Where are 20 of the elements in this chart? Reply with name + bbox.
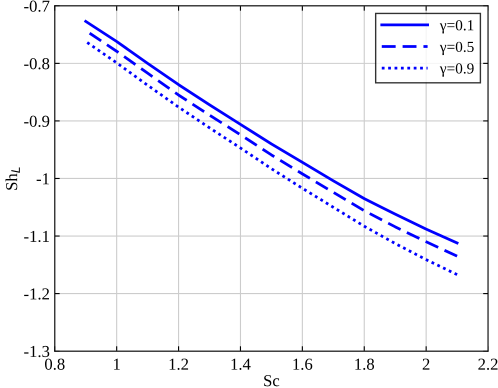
x-tick-label: 1.6 (293, 358, 312, 370)
y-tick-label: -1.1 (24, 230, 49, 242)
x-tick-label: 1.4 (232, 358, 251, 370)
y-tick-label: -0.8 (24, 58, 50, 70)
x-tick-label: 2 (422, 358, 430, 370)
legend-label: γ=0.5 (440, 42, 474, 56)
x-tick-label: 1.2 (170, 358, 188, 370)
y-tick-label: -0.9 (24, 116, 50, 127)
x-tick-label: 1.8 (355, 358, 374, 370)
y-tick-label: -0.7 (24, 0, 50, 12)
legend-label: γ=0.9 (440, 63, 474, 77)
y-tick-label: -1 (36, 173, 49, 184)
x-tick-label: 2.2 (478, 358, 498, 370)
legend-label: γ=0.1 (440, 20, 474, 34)
x-tick-label: 0.8 (45, 358, 65, 370)
y-tick-label: -1.3 (24, 346, 50, 358)
x-axis-title: Sc (264, 375, 280, 386)
y-tick-label: -1.2 (24, 288, 49, 300)
x-tick-label: 1 (114, 358, 120, 370)
y-axis-title: Sh$_{L}$ (6, 167, 20, 190)
